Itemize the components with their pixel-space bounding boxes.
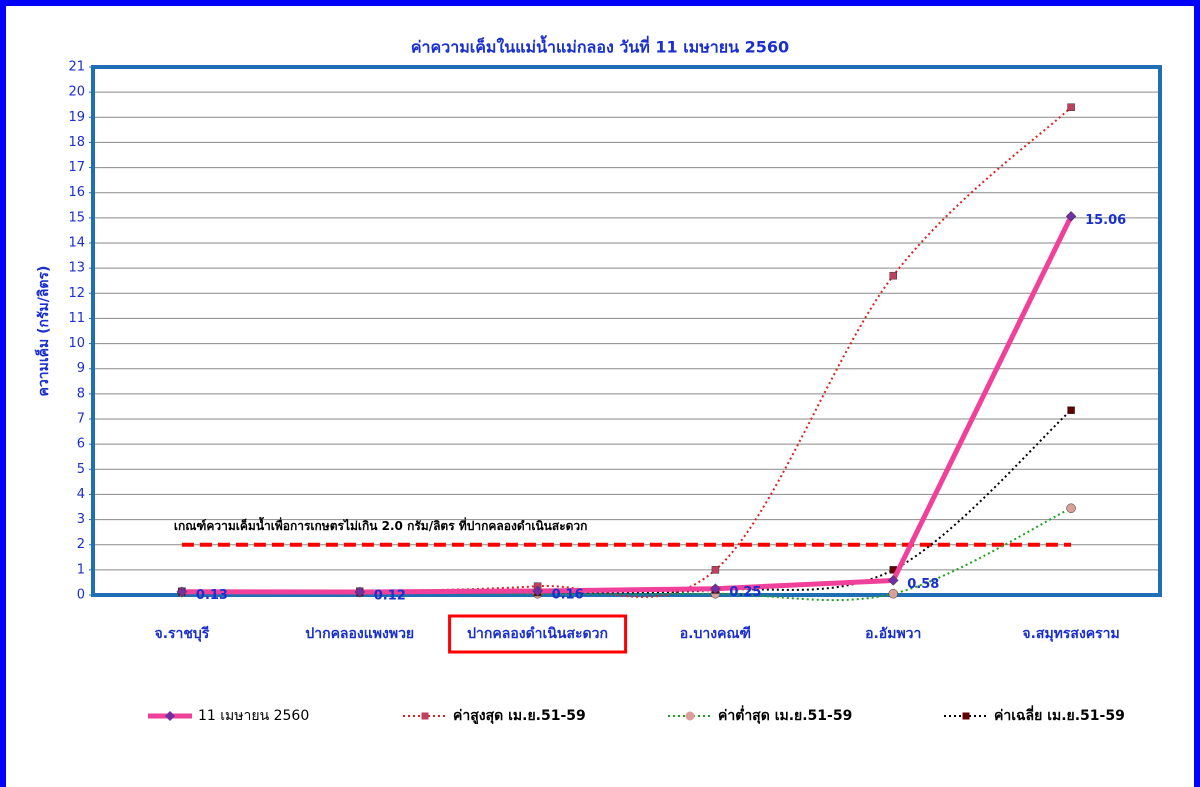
legend-label: ค่าต่ำสุด เม.ย.51-59 bbox=[718, 705, 852, 724]
legend-label: ค่าสูงสุด เม.ย.51-59 bbox=[453, 708, 586, 724]
y-tick-label: 16 bbox=[68, 185, 85, 200]
y-tick-label: 20 bbox=[68, 85, 85, 100]
marker bbox=[887, 575, 899, 586]
y-tick-label: 14 bbox=[68, 236, 85, 251]
y-tick-label: 19 bbox=[68, 110, 85, 125]
y-tick-label: 9 bbox=[77, 361, 85, 376]
data-label: 0.16 bbox=[552, 587, 584, 602]
marker bbox=[532, 585, 543, 597]
marker bbox=[888, 588, 898, 599]
y-tick-label: 7 bbox=[77, 412, 85, 427]
legend-marker bbox=[962, 712, 970, 720]
x-tick-label: จ.สมุทรสงคราม bbox=[1022, 626, 1119, 642]
legend-marker bbox=[685, 711, 695, 721]
highlight-box bbox=[448, 614, 628, 654]
marker bbox=[889, 271, 897, 280]
series-line bbox=[181, 215, 1074, 595]
data-label: 0.12 bbox=[374, 588, 406, 603]
reference-label: เกณฑ์ความเค็มน้ำเพื่อการเกษตรไม่เกิน 2.0… bbox=[174, 516, 588, 533]
y-tick-label: 21 bbox=[68, 60, 85, 75]
data-label: 0.13 bbox=[196, 588, 228, 603]
marker bbox=[176, 586, 188, 598]
x-tick-label: อ.อัมพวา bbox=[865, 626, 921, 642]
y-tick-label: 15 bbox=[68, 210, 85, 225]
y-tick-label: 1 bbox=[77, 562, 85, 577]
y-tick-label: 5 bbox=[77, 462, 85, 477]
legend-label: ค่าเฉลี่ย เม.ย.51-59 bbox=[994, 705, 1125, 724]
y-tick-label: 12 bbox=[68, 286, 85, 301]
marker bbox=[1066, 503, 1076, 514]
y-tick-label: 13 bbox=[68, 261, 85, 276]
data-label: 15.06 bbox=[1085, 213, 1126, 228]
y-tick-label: 6 bbox=[77, 437, 85, 452]
data-label: 0.58 bbox=[907, 577, 939, 592]
series-line bbox=[181, 507, 1072, 602]
chart-title: ค่าความเค็มในแม่น้ำแม่กลอง วันที่ 11 เมษ… bbox=[411, 35, 789, 57]
series-line bbox=[181, 409, 1072, 594]
plot-border bbox=[91, 65, 1162, 597]
marker bbox=[711, 566, 720, 574]
y-tick-label: 11 bbox=[68, 311, 85, 326]
x-tick-label: อ.บางคณฑี bbox=[680, 626, 751, 642]
legend-label: 11 เมษายน 2560 bbox=[198, 708, 309, 724]
y-tick-label: 0 bbox=[77, 588, 85, 603]
y-axis-label: ความเค็ม (กรัม/ลิตร) bbox=[34, 266, 52, 397]
y-tick-label: 2 bbox=[77, 537, 85, 552]
marker bbox=[354, 586, 366, 598]
y-tick-label: 17 bbox=[68, 160, 85, 175]
marker bbox=[1067, 103, 1075, 111]
y-tick-label: 10 bbox=[68, 336, 85, 351]
legend-marker bbox=[421, 712, 429, 720]
y-tick-label: 4 bbox=[77, 487, 85, 502]
marker bbox=[1067, 406, 1075, 414]
legend-marker bbox=[165, 711, 175, 721]
marker bbox=[1065, 210, 1077, 222]
x-tick-label: จ.ราชบุรี bbox=[155, 626, 210, 642]
marker bbox=[710, 583, 721, 595]
y-tick-label: 8 bbox=[77, 386, 85, 401]
x-tick-label: ปากคลองแพงพวย bbox=[305, 626, 414, 642]
x-tick-label: ปากคลองดำเนินสะดวก bbox=[467, 626, 608, 642]
y-tick-label: 18 bbox=[68, 135, 85, 150]
data-label: 0.25 bbox=[729, 585, 761, 600]
y-tick-label: 3 bbox=[77, 512, 85, 527]
